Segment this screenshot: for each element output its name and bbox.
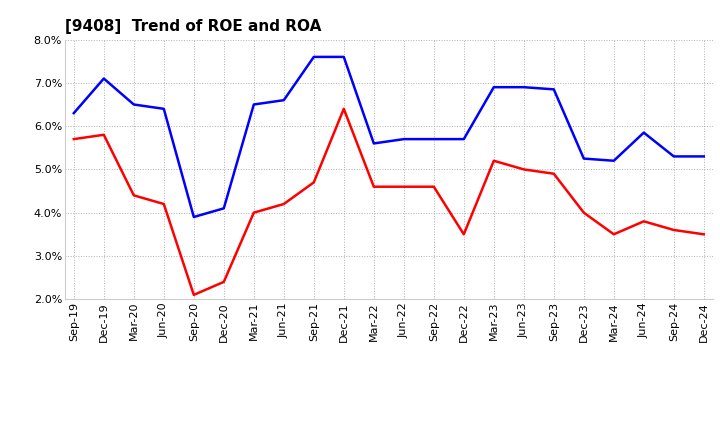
ROE xyxy=(429,184,438,189)
Line: ROE: ROE xyxy=(73,109,703,295)
ROA xyxy=(369,141,378,146)
ROA xyxy=(699,154,708,159)
ROE xyxy=(670,227,678,233)
ROE xyxy=(340,106,348,111)
ROA xyxy=(639,130,648,135)
ROA xyxy=(189,214,198,220)
Text: [9408]  Trend of ROE and ROA: [9408] Trend of ROE and ROA xyxy=(65,19,321,34)
ROE xyxy=(519,167,528,172)
ROA xyxy=(519,84,528,90)
ROA xyxy=(130,102,138,107)
ROA xyxy=(400,136,408,142)
ROA xyxy=(220,205,228,211)
ROE xyxy=(490,158,498,163)
ROE xyxy=(160,202,168,207)
ROE xyxy=(279,202,288,207)
ROA xyxy=(609,158,618,163)
ROE xyxy=(99,132,108,137)
ROA xyxy=(69,110,78,116)
ROE xyxy=(69,136,78,142)
ROE xyxy=(609,231,618,237)
Line: ROA: ROA xyxy=(73,57,703,217)
ROA xyxy=(99,76,108,81)
ROA xyxy=(459,136,468,142)
ROE xyxy=(580,210,588,215)
ROE xyxy=(369,184,378,189)
ROA xyxy=(279,98,288,103)
ROE xyxy=(400,184,408,189)
ROE xyxy=(250,210,258,215)
ROE xyxy=(459,231,468,237)
ROE xyxy=(130,193,138,198)
ROA xyxy=(429,136,438,142)
ROA xyxy=(490,84,498,90)
ROA xyxy=(549,87,558,92)
ROA xyxy=(160,106,168,111)
ROA xyxy=(250,102,258,107)
ROA xyxy=(340,54,348,59)
ROA xyxy=(310,54,318,59)
ROE xyxy=(699,231,708,237)
ROE xyxy=(549,171,558,176)
ROA xyxy=(580,156,588,161)
ROE xyxy=(310,180,318,185)
ROE xyxy=(220,279,228,285)
ROE xyxy=(639,219,648,224)
ROA xyxy=(670,154,678,159)
ROE xyxy=(189,292,198,297)
